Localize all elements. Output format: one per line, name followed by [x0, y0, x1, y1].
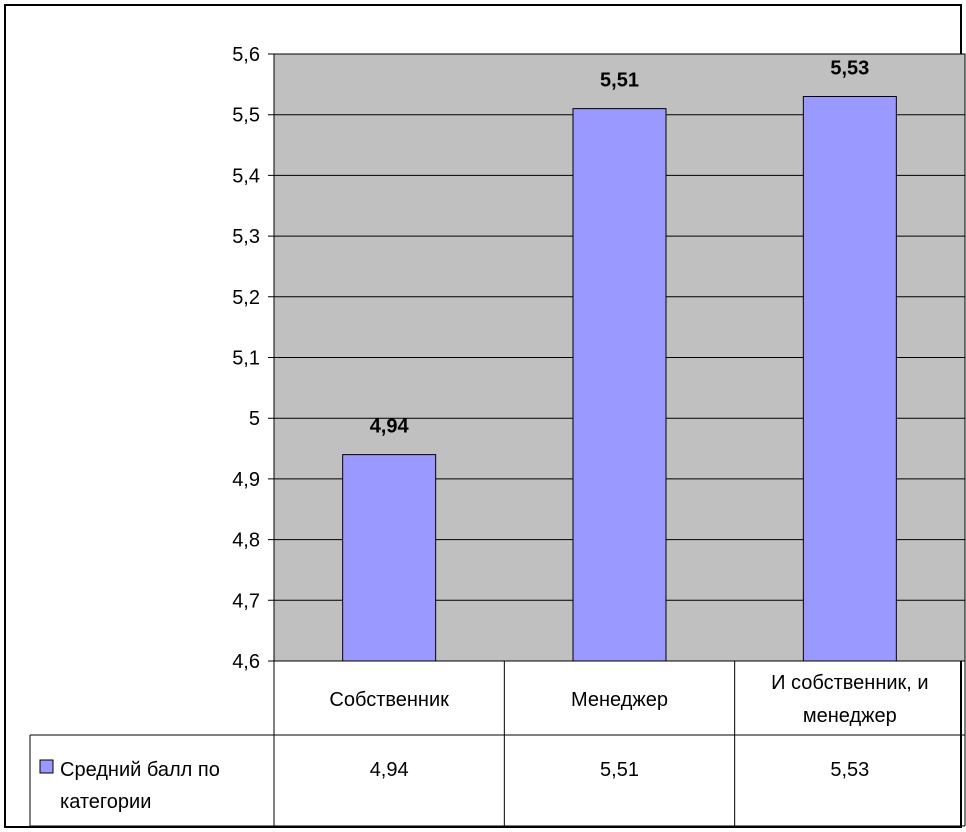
y-tick-label: 5,6 — [232, 44, 260, 66]
bar-value-label: 4,94 — [370, 416, 410, 438]
y-tick-label: 5,4 — [232, 165, 260, 187]
table-value: 4,94 — [370, 759, 409, 781]
bar — [572, 108, 667, 662]
y-axis-ticks: 4,6 4,7 4,8 4,9 5 5,1 5,2 5,3 5,4 5,5 5,6 — [232, 44, 275, 673]
category-label: Собственник — [329, 689, 449, 711]
category-label: менеджер — [803, 705, 897, 727]
table-value: 5,51 — [600, 759, 639, 781]
legend-key — [39, 759, 54, 774]
bar — [802, 95, 897, 662]
bar — [342, 454, 437, 662]
y-tick-label: 5,1 — [232, 348, 260, 370]
y-tick-label: 4,7 — [232, 590, 260, 612]
category-label: Менеджер — [571, 689, 668, 711]
y-tick-label: 5 — [249, 408, 260, 430]
bar-value-label: 5,51 — [600, 70, 639, 92]
bar-value-label: 5,53 — [830, 57, 869, 79]
y-tick-label: 4,6 — [232, 651, 260, 673]
y-tick-label: 5,5 — [232, 105, 260, 127]
category-label: И собственник, и — [771, 672, 929, 694]
bars: 4,94 5,51 5,53 — [342, 57, 897, 662]
series-name-label: категории — [60, 791, 151, 813]
table-value: 5,53 — [830, 759, 869, 781]
data-table: Собственник Менеджер И собственник, и менед… — [29, 660, 966, 827]
y-tick-label: 5,3 — [232, 226, 260, 248]
y-tick-label: 4,8 — [232, 530, 260, 552]
series-name-label: Средний балл по — [60, 759, 220, 781]
y-tick-label: 4,9 — [232, 469, 260, 491]
y-tick-label: 5,2 — [232, 287, 260, 309]
